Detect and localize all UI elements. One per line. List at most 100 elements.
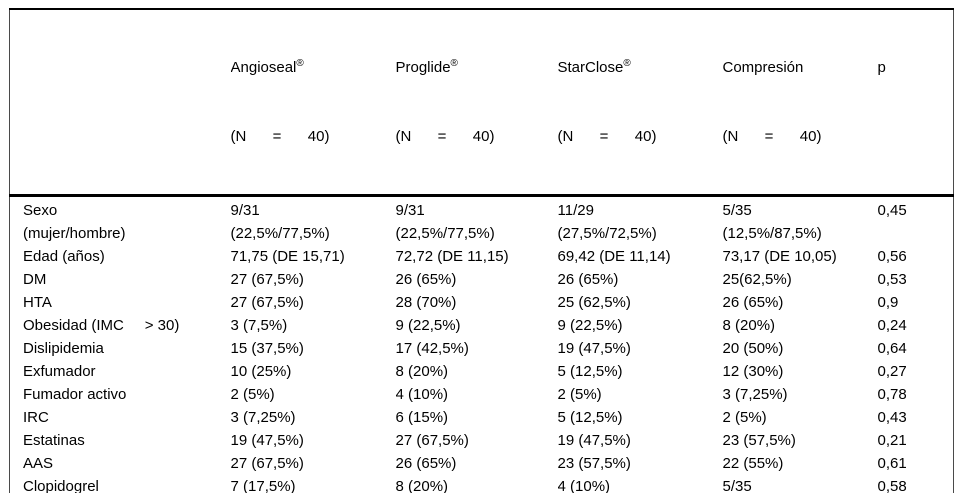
table-header: Angioseal® (N = 40) Proglide® (N = 40) S… (9, 9, 954, 197)
cell-proglide: 28 (70%) (395, 294, 457, 311)
cell-starclose: 4 (10%) (557, 478, 611, 493)
cell-p-value: 0,24 (877, 317, 907, 334)
table-row-aas: AAS 27 (67,5%) 26 (65%) 23 (57,5%) 22 (5… (10, 452, 954, 475)
cell-compresion: 23 (57,5%) (722, 432, 796, 449)
table-row-fumador-activo: Fumador activo 2 (5%) 4 (10%) 2 (5%) 3 (… (10, 383, 954, 406)
cell-starclose: 5 (12,5%) (557, 409, 623, 426)
cell-angioseal: 19 (47,5%) (230, 432, 304, 449)
row-label: Estatinas (23, 432, 85, 449)
cell-p-value: 0,43 (877, 409, 907, 426)
cell-starclose: 23 (57,5%) (557, 455, 631, 472)
table-row-obesidad: Obesidad (IMC > 30) 3 (7,5%) 9 (22,5%) 9… (10, 314, 954, 337)
cell-starclose: 5 (12,5%) (557, 363, 623, 380)
column-title: Angioseal (230, 59, 297, 76)
cell-compresion: 5/35 (12,5% / 87,5%) (722, 478, 752, 493)
comparison-table: Angioseal® (N = 40) Proglide® (N = 40) S… (9, 8, 954, 493)
row-label: Sexo (mujer/hombre) (23, 202, 126, 242)
cell-p-value: 0,45 (877, 202, 907, 219)
row-label: Obesidad (IMC > 30) (23, 317, 180, 334)
column-n: (N = 40) (395, 128, 495, 145)
header-row: Angioseal® (N = 40) Proglide® (N = 40) S… (9, 9, 954, 197)
cell-compresion: 26 (65%) (722, 294, 784, 311)
cell-angioseal: 7 (17,5%) (230, 478, 296, 493)
cell-p-value: 0,9 (877, 294, 899, 311)
cell-compresion: 73,17 (DE 10,05) (722, 248, 837, 265)
cell-angioseal: 27 (67,5%) (230, 294, 304, 311)
cell-proglide: 6 (15%) (395, 409, 449, 426)
cell-compresion: 8 (20%) (722, 317, 776, 334)
table-row-edad: Edad (años) 71,75 (DE 15,71) 72,72 (DE 1… (10, 245, 954, 268)
column-title: Compresión (722, 59, 804, 76)
cell-starclose: 11/29 (27,5%/72,5%) (557, 202, 657, 242)
cell-angioseal: 3 (7,5%) (230, 317, 288, 334)
cell-compresion: 22 (55%) (722, 455, 784, 472)
header-col-compresion: Compresión (N = 40) (722, 9, 878, 197)
table-row-dm: DM 27 (67,5%) 26 (65%) 26 (65%) 25(62,5%… (10, 268, 954, 291)
cell-angioseal: 3 (7,25%) (230, 409, 296, 426)
cell-starclose: 26 (65%) (557, 271, 619, 288)
cell-angioseal: 9/31 (22,5%/77,5%) (230, 202, 330, 242)
header-col-p: p (877, 9, 954, 197)
cell-p-value: 0,58 (877, 478, 907, 493)
cell-angioseal: 71,75 (DE 15,71) (230, 248, 345, 265)
registered-mark: ® (450, 58, 458, 69)
cell-starclose: 19 (47,5%) (557, 340, 631, 357)
row-label: Edad (años) (23, 248, 105, 265)
row-label: IRC (23, 409, 49, 426)
cell-proglide: 8 (20%) (395, 478, 449, 493)
cell-proglide: 17 (42,5%) (395, 340, 469, 357)
table-body: Sexo (mujer/hombre) 9/31 (22,5%/77,5%) 9… (10, 196, 954, 493)
header-col-angioseal: Angioseal® (N = 40) (230, 9, 396, 197)
cell-p-value: 0,78 (877, 386, 907, 403)
column-title: Proglide (395, 59, 451, 76)
cell-starclose: 19 (47,5%) (557, 432, 631, 449)
cell-p-value: 0,61 (877, 455, 907, 472)
cell-proglide: 27 (67,5%) (395, 432, 469, 449)
header-col-proglide: Proglide® (N = 40) (395, 9, 558, 197)
cell-proglide: 9 (22,5%) (395, 317, 461, 334)
cell-compresion: 5/35 (12,5%/87,5%) (722, 202, 822, 242)
cell-angioseal: 27 (67,5%) (230, 271, 304, 288)
table-row-sexo: Sexo (mujer/hombre) 9/31 (22,5%/77,5%) 9… (10, 196, 954, 246)
cell-compresion: 12 (30%) (722, 363, 784, 380)
table-row-irc: IRC 3 (7,25%) 6 (15%) 5 (12,5%) 2 (5%) 0… (10, 406, 954, 429)
header-col-starclose: StarClose® (N = 40) (557, 9, 723, 197)
cell-angioseal: 10 (25%) (230, 363, 292, 380)
table-row-dislipidemia: Dislipidemia 15 (37,5%) 17 (42,5%) 19 (4… (10, 337, 954, 360)
cell-p-value: 0,27 (877, 363, 907, 380)
cell-starclose: 2 (5%) (557, 386, 602, 403)
registered-mark: ® (623, 58, 631, 69)
cell-p-value: 0,64 (877, 340, 907, 357)
cell-angioseal: 2 (5%) (230, 386, 275, 403)
row-label: Fumador activo (23, 386, 127, 403)
header-corner-cell (9, 9, 231, 197)
cell-starclose: 69,42 (DE 11,14) (557, 248, 671, 265)
cell-p-value: 0,21 (877, 432, 907, 449)
cell-proglide: 4 (10%) (395, 386, 449, 403)
table-row-clopidogrel: Clopidogrel 7 (17,5%) 8 (20%) 4 (10%) 5/… (10, 475, 954, 493)
cell-starclose: 9 (22,5%) (557, 317, 623, 334)
cell-compresion: 2 (5%) (722, 409, 767, 426)
cell-proglide: 8 (20%) (395, 363, 449, 380)
cell-compresion: 3 (7,25%) (722, 386, 788, 403)
cell-compresion: 25(62,5%) (722, 271, 792, 288)
cell-compresion: 20 (50%) (722, 340, 784, 357)
cell-p-value: 0,53 (877, 271, 907, 288)
cell-proglide: 9/31 (22,5%/77,5%) (395, 202, 495, 242)
column-n: (N = 40) (722, 128, 822, 145)
table-row-estatinas: Estatinas 19 (47,5%) 27 (67,5%) 19 (47,5… (10, 429, 954, 452)
cell-starclose: 25 (62,5%) (557, 294, 631, 311)
cell-proglide: 26 (65%) (395, 455, 457, 472)
registered-mark: ® (296, 58, 304, 69)
cell-proglide: 26 (65%) (395, 271, 457, 288)
cell-angioseal: 15 (37,5%) (230, 340, 304, 357)
table-row-hta: HTA 27 (67,5%) 28 (70%) 25 (62,5%) 26 (6… (10, 291, 954, 314)
column-title: p (877, 59, 886, 76)
row-label: HTA (23, 294, 52, 311)
column-n: (N = 40) (230, 128, 330, 145)
cell-p-value: 0,56 (877, 248, 907, 265)
column-n: (N = 40) (557, 128, 657, 145)
row-label: Clopidogrel (23, 478, 99, 493)
row-label: AAS (23, 455, 54, 472)
